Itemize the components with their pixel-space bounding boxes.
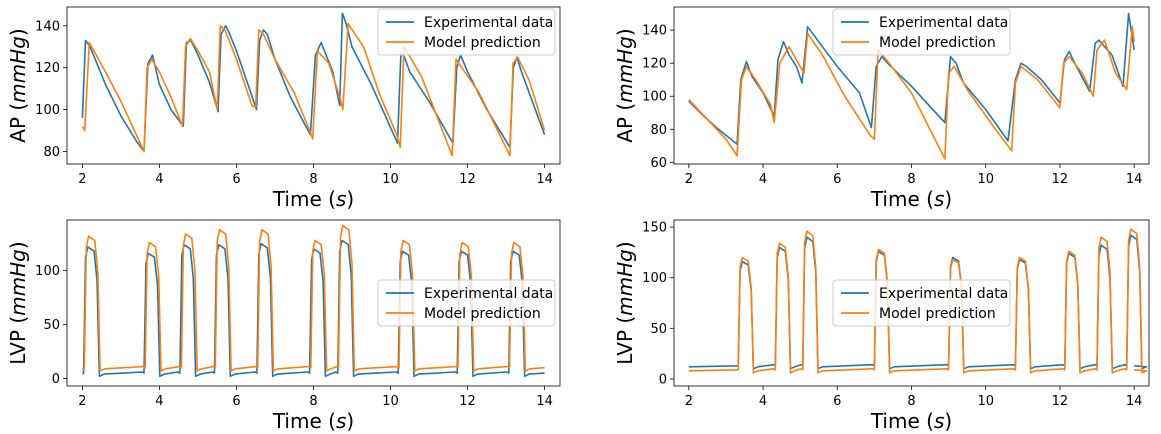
x-axis-label: Time (s) [272, 187, 354, 211]
x-tick-label: 12 [1052, 172, 1069, 187]
x-tick-label: 2 [78, 394, 86, 409]
x-axis-label: Time (s) [272, 409, 354, 433]
plot-area [688, 12, 1135, 160]
x-tick-label: 12 [459, 394, 476, 409]
legend: Experimental data Model prediction [832, 8, 1011, 56]
chart-panel-top-left: 2 4 6 8 10 12 14 80 100 120 140 Time (s) AP (mmHg) Ex… [6, 6, 561, 211]
y-tick-label: 100 [642, 90, 667, 105]
y-tick-label: 80 [43, 145, 60, 160]
legend: Experimental data Model prediction [377, 8, 556, 56]
x-tick-label: 12 [459, 172, 476, 187]
y-tick-label: 100 [35, 103, 60, 118]
legend-label-model: Model prediction [424, 35, 541, 51]
x-tick-label: 14 [536, 394, 553, 409]
series-line-model [688, 228, 1148, 374]
y-tick-label: 100 [642, 271, 667, 286]
legend-box [832, 279, 1011, 327]
legend: Experimental data Model prediction [832, 279, 1011, 327]
x-tick-label: 4 [759, 172, 767, 187]
x-tick-label: 2 [685, 394, 693, 409]
y-tick-label: 100 [35, 264, 60, 279]
series-line-model [81, 22, 546, 157]
series-line-experimental [688, 12, 1135, 145]
x-tick-label: 10 [977, 394, 994, 409]
x-tick-label: 2 [78, 172, 86, 187]
x-tick-label: 10 [382, 172, 399, 187]
x-tick-label: 8 [309, 394, 317, 409]
y-axis-label: LVP (mmHg) [6, 241, 30, 364]
chart-panel-top-right: 2 4 6 8 10 12 14 60 80 100 120 140 Time (s) AP (mmHg)… [613, 6, 1150, 211]
x-tick-label: 6 [232, 394, 240, 409]
y-axis-label: AP (mmHg) [613, 28, 637, 142]
y-tick-label: 50 [43, 318, 60, 333]
y-tick-label: 120 [35, 61, 60, 76]
legend-label-experimental: Experimental data [879, 286, 1008, 302]
legend: Experimental data Model prediction [377, 279, 556, 327]
y-tick-label: 140 [642, 24, 667, 39]
x-tick-label: 12 [1052, 394, 1069, 409]
legend-label-experimental: Experimental data [879, 15, 1008, 31]
y-tick-label: 0 [52, 372, 60, 387]
x-tick-label: 4 [759, 394, 767, 409]
legend-box [377, 8, 556, 56]
x-tick-label: 14 [536, 172, 553, 187]
y-tick-label: 0 [659, 372, 667, 387]
x-tick-label: 4 [155, 394, 163, 409]
chart-panel-bottom-right: 2 4 6 8 10 12 14 0 50 100 150 Time (s) LVP (mmHg) Exp… [613, 219, 1150, 433]
legend-label-experimental: Experimental data [424, 15, 553, 31]
x-tick-label: 10 [977, 172, 994, 187]
legend-label-experimental: Experimental data [424, 286, 553, 302]
plot-area [688, 228, 1148, 374]
legend-box [832, 8, 1011, 56]
y-axis-label: LVP (mmHg) [613, 241, 637, 364]
x-tick-label: 10 [382, 394, 399, 409]
x-tick-label: 6 [232, 172, 240, 187]
legend-box [377, 279, 556, 327]
x-tick-label: 6 [833, 172, 841, 187]
x-tick-label: 14 [1126, 394, 1143, 409]
x-tick-label: 2 [685, 172, 693, 187]
x-tick-label: 4 [155, 172, 163, 187]
series-line-model [688, 26, 1135, 160]
plot-area [81, 12, 546, 157]
x-tick-label: 14 [1126, 172, 1143, 187]
y-tick-label: 50 [650, 322, 667, 337]
y-tick-label: 150 [642, 221, 667, 236]
x-axis-label: Time (s) [870, 409, 952, 433]
y-tick-label: 120 [642, 57, 667, 72]
plot-area [81, 224, 545, 378]
x-tick-label: 6 [833, 394, 841, 409]
y-tick-label: 60 [650, 156, 667, 171]
x-axis-label: Time (s) [870, 187, 952, 211]
legend-label-model: Model prediction [879, 35, 996, 51]
x-tick-label: 8 [309, 172, 317, 187]
legend-label-model: Model prediction [879, 306, 996, 322]
legend-label-model: Model prediction [424, 306, 541, 322]
x-tick-label: 8 [907, 394, 915, 409]
y-tick-label: 140 [35, 19, 60, 34]
y-tick-label: 80 [650, 123, 667, 138]
series-line-model [81, 224, 545, 372]
y-axis-label: AP (mmHg) [6, 28, 30, 142]
x-tick-label: 8 [907, 172, 915, 187]
chart-panel-bottom-left: 2 4 6 8 10 12 14 0 50 100 Time (s) LVP (mmHg) Experi… [6, 219, 561, 433]
